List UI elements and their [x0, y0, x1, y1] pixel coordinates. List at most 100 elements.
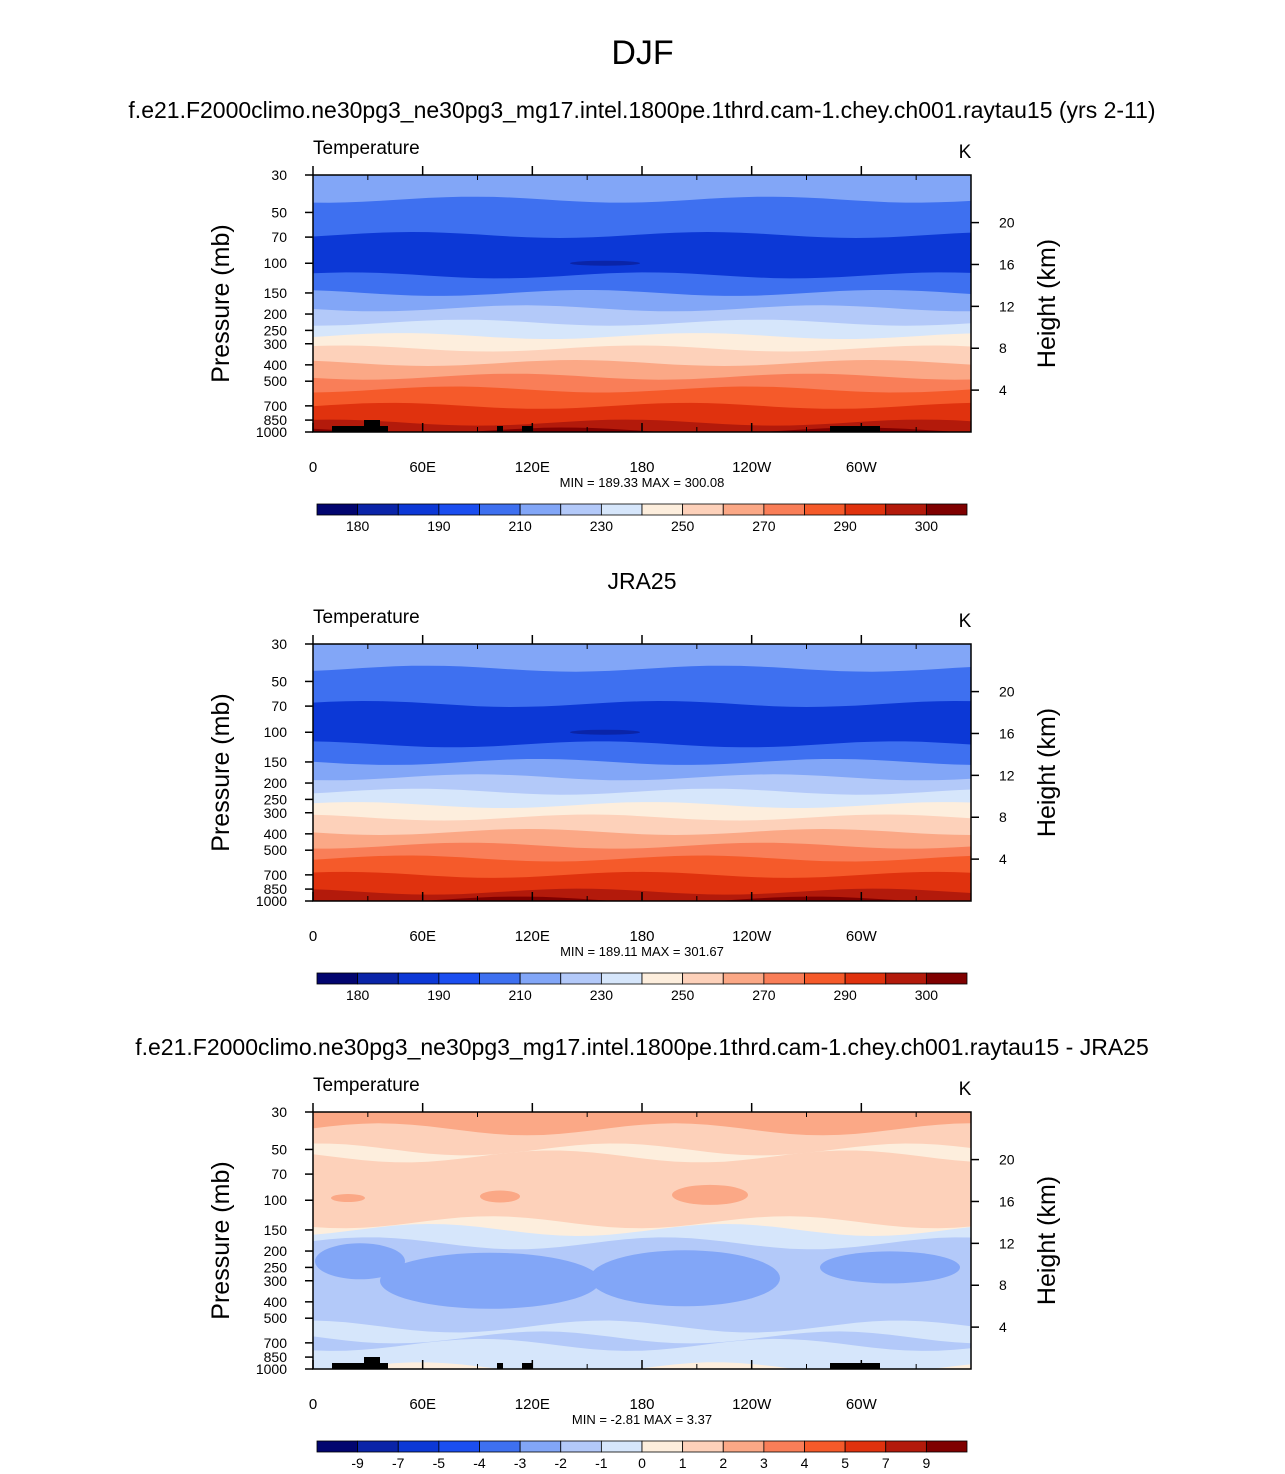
x-tick-label: 120E: [515, 1396, 550, 1413]
y-right-tick-label: 16: [999, 1193, 1015, 1209]
y-tick-label: 70: [271, 698, 287, 714]
colorbar-swatch: [357, 1440, 399, 1453]
topography: [830, 426, 880, 432]
y-tick-label: 1000: [256, 424, 287, 440]
figure-title: DJF: [611, 34, 674, 72]
colorbar-swatch: [438, 1440, 480, 1453]
y-right-tick-label: 12: [999, 298, 1015, 314]
colorbar-swatch: [722, 503, 765, 516]
units-label: K: [959, 1079, 972, 1100]
colorbar-swatch: [925, 972, 968, 985]
colorbar-label: 270: [752, 518, 776, 534]
y-tick-label: 700: [264, 867, 288, 883]
x-tick-label: 0: [309, 928, 317, 945]
y-tick-label: 150: [264, 285, 288, 301]
colorbar-swatch: [885, 503, 927, 516]
colorbar-label: 230: [590, 518, 614, 534]
colorbar-label: -9: [351, 1455, 364, 1471]
contour-field: [313, 1112, 971, 1369]
y-tick-label: 100: [264, 255, 288, 271]
colorbar-label: 2: [719, 1455, 727, 1471]
x-tick-label: 60W: [846, 459, 878, 476]
y-tick-label: 30: [271, 167, 287, 183]
y-tick-label: 250: [264, 791, 288, 807]
contour-band: [315, 1243, 405, 1280]
colorbar-label: 190: [427, 987, 451, 1003]
min-max-stats: MIN = 189.33 MAX = 300.08: [560, 475, 725, 490]
colorbar-swatch: [397, 503, 440, 516]
x-tick-label: 180: [629, 928, 654, 945]
y-tick-label: 200: [264, 775, 288, 791]
colorbar-label: 4: [801, 1455, 809, 1471]
colorbar-label: 290: [833, 987, 857, 1003]
y-tick-label: 700: [264, 1335, 288, 1351]
topography: [380, 426, 388, 432]
y-right-tick-label: 20: [999, 1152, 1015, 1168]
colorbar-label: -1: [595, 1455, 608, 1471]
colorbar-label: -5: [433, 1455, 446, 1471]
x-tick-label: 60E: [409, 459, 436, 476]
y-tick-label: 300: [264, 805, 288, 821]
colorbar-swatch: [438, 503, 480, 516]
y-tick-label: 400: [264, 1294, 288, 1310]
colorbar-label: 190: [427, 518, 451, 534]
colorbar-swatch: [316, 1440, 359, 1453]
panel-title: f.e21.F2000climo.ne30pg3_ne30pg3_mg17.in…: [128, 97, 1155, 123]
y-tick-label: 70: [271, 1166, 287, 1182]
topography: [497, 1363, 503, 1369]
contour-band: [380, 1252, 600, 1309]
colorbar-swatch: [682, 1440, 724, 1453]
colorbar-label: -4: [473, 1455, 486, 1471]
y-right-tick-label: 8: [999, 1277, 1007, 1293]
x-tick-label: 60W: [846, 1396, 878, 1413]
y-axis-label: Pressure (mb): [207, 224, 235, 382]
y-tick-label: 200: [264, 1243, 288, 1259]
colorbar-swatch: [682, 503, 724, 516]
colorbar-swatch: [722, 972, 765, 985]
y-right-tick-label: 4: [999, 382, 1007, 398]
x-tick-label: 0: [309, 1396, 317, 1413]
x-tick-label: 60E: [409, 1396, 436, 1413]
y-tick-label: 150: [264, 754, 288, 770]
panel-3: f.e21.F2000climo.ne30pg3_ne30pg3_mg17.in…: [135, 1034, 1149, 1471]
y-tick-label: 300: [264, 1273, 288, 1289]
y-right-axis-label: Height (km): [1033, 708, 1061, 837]
y-tick-label: 850: [264, 1349, 288, 1365]
y-right-axis-label: Height (km): [1033, 239, 1061, 368]
y-tick-label: 30: [271, 636, 287, 652]
contour-field: [313, 175, 971, 432]
colorbar-swatch: [682, 972, 724, 985]
colorbar-label: 250: [671, 518, 695, 534]
colorbar-swatch: [925, 503, 968, 516]
colorbar-swatch: [600, 972, 643, 985]
topography: [830, 1363, 880, 1369]
colorbar-swatch: [357, 503, 399, 516]
colorbar-label: 300: [915, 987, 939, 1003]
colorbar-label: 3: [760, 1455, 768, 1471]
contour-band: [313, 896, 913, 901]
contour-band: [313, 402, 971, 432]
colorbar-swatch: [397, 972, 440, 985]
colorbar-label: -2: [555, 1455, 568, 1471]
y-tick-label: 30: [271, 1104, 287, 1120]
topography: [332, 426, 364, 432]
colorbar-swatch: [804, 972, 846, 985]
colorbar-swatch: [641, 972, 684, 985]
y-tick-label: 400: [264, 826, 288, 842]
y-tick-label: 100: [264, 1192, 288, 1208]
y-right-axis-label: Height (km): [1033, 1176, 1061, 1305]
x-tick-label: 120E: [515, 928, 550, 945]
y-tick-label: 250: [264, 1259, 288, 1275]
x-tick-label: 0: [309, 459, 317, 476]
colorbar-swatch: [357, 972, 399, 985]
x-tick-label: 120W: [732, 928, 772, 945]
topography: [522, 1363, 532, 1369]
y-tick-label: 500: [264, 373, 288, 389]
y-tick-label: 50: [271, 673, 287, 689]
contour-band: [313, 1338, 971, 1369]
y-right-tick-label: 16: [999, 725, 1015, 741]
colorbar-swatch: [600, 503, 643, 516]
colorbar-swatch: [885, 972, 927, 985]
colorbar-swatch: [560, 1440, 602, 1453]
